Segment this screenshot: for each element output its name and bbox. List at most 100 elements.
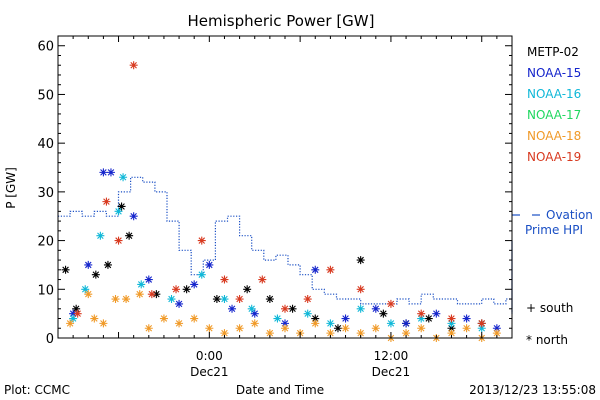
data-point <box>243 285 252 294</box>
data-point <box>220 329 229 338</box>
data-point <box>129 212 138 221</box>
ovation-legend-label-line1: Ovation <box>546 208 593 222</box>
data-point <box>402 329 411 338</box>
data-point <box>341 314 350 323</box>
data-point <box>212 295 221 304</box>
y-tick-label: 40 <box>37 137 54 152</box>
data-point <box>125 231 134 240</box>
data-point <box>228 304 237 313</box>
satellite-legend: METP-02 NOAA-15 NOAA-16 NOAA-17 NOAA-18 NOAA-… <box>527 45 581 164</box>
data-point <box>197 236 206 245</box>
data-point <box>265 295 274 304</box>
data-point <box>288 304 297 313</box>
data-point <box>356 304 365 313</box>
data-point <box>190 314 199 323</box>
data-point <box>235 324 244 333</box>
y-tick-label: 20 <box>37 235 54 250</box>
data-point <box>402 319 411 328</box>
data-point <box>326 319 335 328</box>
data-point <box>333 324 342 333</box>
y-tick-label: 10 <box>37 283 54 298</box>
data-point <box>99 168 108 177</box>
data-point <box>129 61 138 70</box>
data-point <box>205 260 214 269</box>
data-point <box>235 295 244 304</box>
data-point <box>281 324 289 333</box>
y-tick-label: 30 <box>37 186 54 201</box>
ovation-legend: Ovation Prime HPI <box>512 208 593 237</box>
data-point <box>175 299 184 308</box>
data-point <box>258 275 267 284</box>
data-point <box>72 304 81 313</box>
data-point <box>477 319 486 328</box>
data-point <box>326 329 335 338</box>
data-point <box>159 314 168 323</box>
marker-legend-item: * north <box>526 333 568 347</box>
plot-timestamp: 2013/12/23 13:55:08 <box>469 383 596 397</box>
data-point <box>311 314 320 323</box>
data-point <box>371 324 380 333</box>
y-axis: 0 10 20 30 40 50 60 <box>37 35 512 347</box>
data-point <box>250 309 259 318</box>
legend-item: NOAA-19 <box>527 150 581 164</box>
data-point <box>84 260 93 269</box>
data-point <box>281 304 289 313</box>
data-point <box>492 324 501 333</box>
y-tick-label: 0 <box>46 332 54 347</box>
data-point <box>250 319 259 328</box>
y-tick-label: 50 <box>37 88 54 103</box>
data-point <box>220 275 229 284</box>
x-tick-day-label: Dec21 <box>190 365 229 379</box>
data-point <box>417 314 426 323</box>
data-point <box>303 295 312 304</box>
data-points-layer <box>61 61 501 342</box>
data-point <box>103 260 112 269</box>
x-tick-time-label: 0:00 <box>196 349 223 363</box>
data-point <box>119 173 128 182</box>
data-point <box>447 319 456 328</box>
data-point <box>432 309 441 318</box>
data-point <box>135 290 144 299</box>
data-point <box>122 295 131 304</box>
data-point <box>417 309 426 318</box>
data-point <box>371 304 380 313</box>
data-point <box>144 324 153 333</box>
data-point <box>447 329 456 338</box>
data-point <box>190 280 199 289</box>
data-point <box>247 304 256 313</box>
x-tick-time-label: 12:00 <box>374 349 409 363</box>
data-point <box>91 270 100 279</box>
data-point <box>205 324 214 333</box>
data-point <box>114 236 123 245</box>
data-point <box>117 202 126 211</box>
data-point <box>73 309 82 318</box>
data-point <box>84 290 93 299</box>
data-point <box>167 295 176 304</box>
data-point <box>111 295 120 304</box>
data-point <box>462 324 471 333</box>
x-axis-label: Date and Time <box>236 383 324 397</box>
y-tick-label: 60 <box>37 40 54 55</box>
data-point <box>144 275 153 284</box>
chart-title: Hemispheric Power [GW] <box>188 12 375 30</box>
data-point <box>341 324 350 333</box>
x-axis: 0:00 Dec21 12:00 Dec21 <box>57 36 513 379</box>
data-point <box>66 319 75 328</box>
data-point <box>356 256 365 265</box>
data-point <box>417 324 426 333</box>
plot-area: 0 10 20 30 40 50 60 0:00 Dec21 12:00 Dec21 <box>37 35 513 379</box>
data-point <box>182 285 191 294</box>
data-point <box>356 285 365 294</box>
plot-frame <box>57 35 513 339</box>
data-point <box>69 314 78 323</box>
ovation-legend-label-line2: Prime HPI <box>525 223 583 237</box>
data-point <box>96 231 105 240</box>
ovation-hpi-layer <box>58 176 513 314</box>
data-point <box>447 324 456 333</box>
data-point <box>424 314 433 323</box>
data-point <box>281 319 289 328</box>
data-point <box>303 309 312 318</box>
data-point <box>311 265 320 274</box>
data-point <box>81 285 90 294</box>
